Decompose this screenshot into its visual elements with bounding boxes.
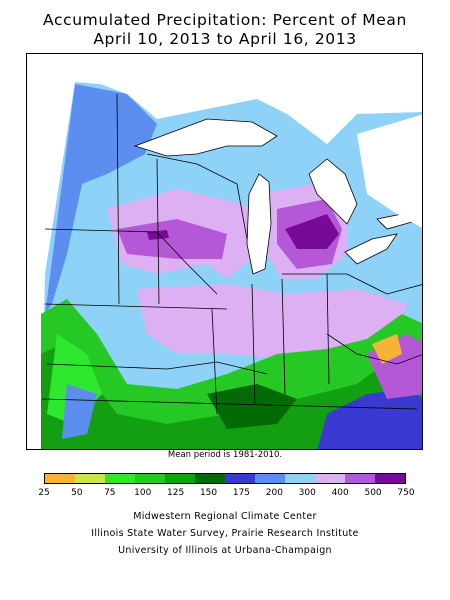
- legend-swatch: [345, 474, 375, 483]
- canada-white: [75, 54, 422, 144]
- credit-isws: Illinois State Water Survey, Prairie Res…: [91, 528, 359, 539]
- legend-labels: 25 50 75 100 125 150 175 200 300 400 500 750: [38, 488, 414, 500]
- state-borders: [41, 93, 422, 415]
- legend-swatch: [375, 474, 405, 483]
- band-blue-se: [317, 389, 422, 449]
- map-title: Accumulated Precipitation: Percent of Me…: [43, 11, 407, 29]
- legend-swatch: [165, 474, 195, 483]
- map-date-range: April 10, 2013 to April 16, 2013: [93, 30, 357, 48]
- legend-swatch: [105, 474, 135, 483]
- lake-michigan: [246, 173, 272, 275]
- legend-label: 500: [364, 488, 382, 498]
- color-legend: [44, 473, 406, 484]
- band-500-central: [117, 219, 227, 259]
- legend-swatch: [285, 474, 315, 483]
- band-125: [207, 384, 297, 429]
- band-25-ohio: [372, 334, 402, 364]
- legend-label: 125: [167, 488, 185, 498]
- band-200: [45, 84, 157, 314]
- map-canvas: [41, 54, 422, 449]
- legend-swatch: [195, 474, 225, 483]
- lake-erie: [344, 233, 398, 265]
- legend-swatch: [255, 474, 285, 483]
- legend-swatch: [45, 474, 75, 483]
- legend-label: 750: [397, 488, 415, 498]
- ne-white: [357, 114, 422, 228]
- legend-label: 75: [104, 488, 116, 498]
- legend-label: 50: [71, 488, 83, 498]
- legend-label: 150: [199, 488, 218, 498]
- mean-period-note: Mean period is 1981-2010.: [167, 450, 283, 460]
- legend-swatch: [225, 474, 255, 483]
- precipitation-map: [26, 53, 423, 450]
- legend-label: 400: [331, 488, 349, 498]
- legend-label: 100: [134, 488, 152, 498]
- band-400-south: [137, 284, 407, 359]
- lake-huron: [308, 158, 358, 225]
- legend-label: 25: [38, 488, 50, 498]
- legend-swatch: [135, 474, 165, 483]
- legend-label: 300: [298, 488, 316, 498]
- legend-swatch: [315, 474, 345, 483]
- band-750-mi: [285, 214, 339, 249]
- legend-label: 200: [265, 488, 283, 498]
- lake-superior: [133, 118, 278, 157]
- credit-uiuc: University of Illinois at Urbana-Champai…: [118, 545, 332, 556]
- legend-label: 175: [232, 488, 251, 498]
- legend-swatch: [75, 474, 105, 483]
- credit-mrcc: Midwestern Regional Climate Center: [133, 511, 317, 522]
- band-blue-sw: [62, 384, 97, 439]
